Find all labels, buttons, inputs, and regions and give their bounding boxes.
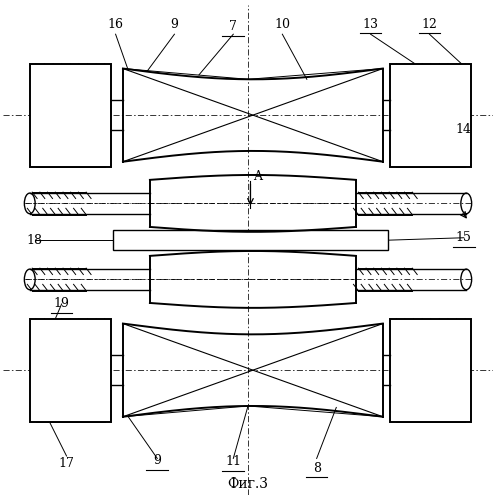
Bar xyxy=(30,64,111,166)
Text: 11: 11 xyxy=(225,456,241,468)
Text: 17: 17 xyxy=(59,457,74,470)
Bar xyxy=(390,64,471,166)
Text: 18: 18 xyxy=(27,234,43,246)
Text: 19: 19 xyxy=(54,298,69,310)
Text: 12: 12 xyxy=(422,18,437,31)
Text: 9: 9 xyxy=(171,18,179,31)
Bar xyxy=(113,230,388,250)
Text: 8: 8 xyxy=(312,462,320,474)
Text: 16: 16 xyxy=(108,18,124,31)
Text: 9: 9 xyxy=(153,454,161,468)
Text: 15: 15 xyxy=(456,231,472,244)
Bar xyxy=(390,318,471,422)
Text: 13: 13 xyxy=(363,18,378,31)
Bar xyxy=(30,318,111,422)
Text: Фиг.3: Фиг.3 xyxy=(228,478,268,492)
Text: 7: 7 xyxy=(229,20,237,34)
Text: A: A xyxy=(253,170,262,183)
Text: 10: 10 xyxy=(274,18,290,31)
Text: 14: 14 xyxy=(456,124,472,136)
